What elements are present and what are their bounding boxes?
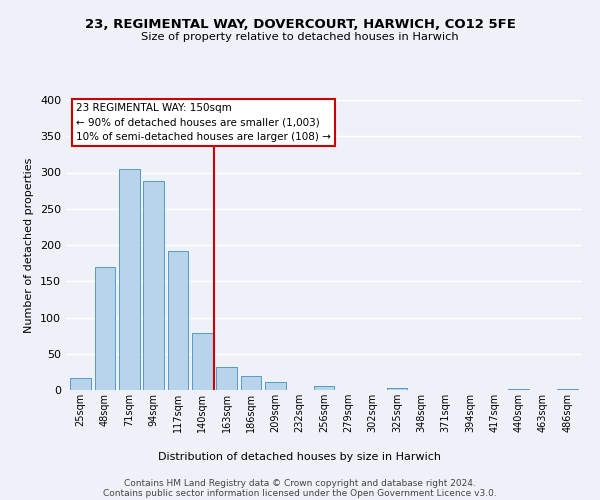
Bar — [119, 169, 140, 390]
Bar — [557, 388, 578, 390]
Text: 23 REGIMENTAL WAY: 150sqm
← 90% of detached houses are smaller (1,003)
10% of se: 23 REGIMENTAL WAY: 150sqm ← 90% of detac… — [76, 103, 331, 142]
Text: Distribution of detached houses by size in Harwich: Distribution of detached houses by size … — [158, 452, 442, 462]
Bar — [508, 388, 529, 390]
Text: Contains HM Land Registry data © Crown copyright and database right 2024.: Contains HM Land Registry data © Crown c… — [124, 479, 476, 488]
Bar — [70, 378, 91, 390]
Bar — [386, 388, 407, 390]
Bar — [314, 386, 334, 390]
Text: Size of property relative to detached houses in Harwich: Size of property relative to detached ho… — [141, 32, 459, 42]
Bar — [265, 382, 286, 390]
Bar — [192, 332, 212, 390]
Bar — [216, 367, 237, 390]
Bar — [95, 267, 115, 390]
Y-axis label: Number of detached properties: Number of detached properties — [25, 158, 34, 332]
Bar — [241, 376, 262, 390]
Bar — [143, 181, 164, 390]
Text: 23, REGIMENTAL WAY, DOVERCOURT, HARWICH, CO12 5FE: 23, REGIMENTAL WAY, DOVERCOURT, HARWICH,… — [85, 18, 515, 30]
Bar — [167, 251, 188, 390]
Text: Contains public sector information licensed under the Open Government Licence v3: Contains public sector information licen… — [103, 490, 497, 498]
